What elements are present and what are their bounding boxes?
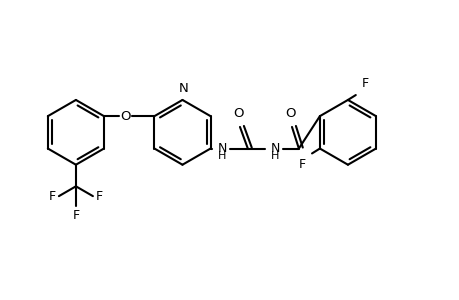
Text: H: H	[270, 152, 279, 161]
Text: N: N	[178, 82, 188, 95]
Text: N: N	[217, 142, 226, 155]
Text: H: H	[218, 152, 226, 161]
Text: F: F	[72, 209, 79, 222]
Text: F: F	[95, 190, 103, 202]
Text: N: N	[270, 142, 280, 155]
Text: O: O	[120, 110, 130, 123]
Text: F: F	[361, 77, 368, 90]
Text: F: F	[298, 158, 306, 171]
Text: O: O	[232, 107, 243, 120]
Text: F: F	[49, 190, 56, 202]
Text: O: O	[284, 107, 295, 120]
